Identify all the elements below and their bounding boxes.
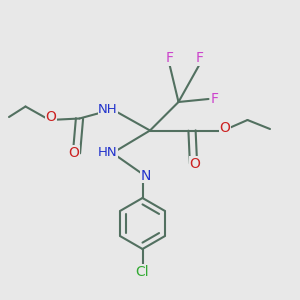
Text: Cl: Cl: [136, 265, 149, 278]
Text: O: O: [68, 146, 79, 160]
Text: N: N: [140, 169, 151, 182]
Text: O: O: [46, 110, 56, 124]
Text: O: O: [190, 157, 200, 170]
Text: F: F: [211, 92, 218, 106]
Text: F: F: [166, 52, 173, 65]
Text: F: F: [196, 52, 203, 65]
Text: NH: NH: [98, 103, 118, 116]
Text: HN: HN: [98, 146, 118, 160]
Text: O: O: [220, 121, 230, 134]
